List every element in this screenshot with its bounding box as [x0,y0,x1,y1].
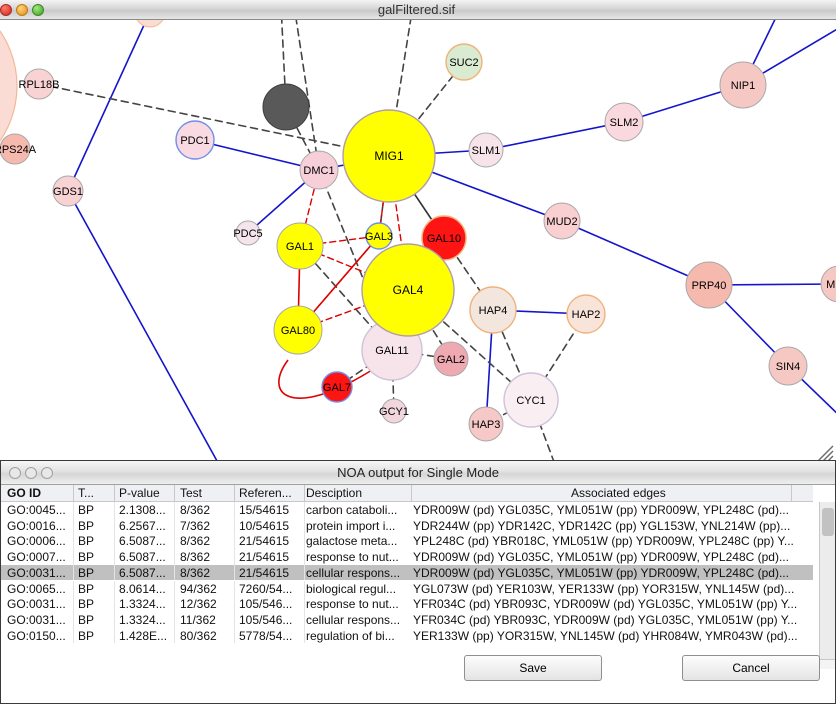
svg-text:GAL2: GAL2 [437,354,465,366]
svg-text:SIN4: SIN4 [776,361,800,373]
svg-text:HAP4: HAP4 [479,305,508,317]
svg-text:HAP3: HAP3 [472,419,501,431]
svg-text:GAL10: GAL10 [427,233,461,245]
svg-text:PDC5: PDC5 [233,228,262,240]
svg-text:GDS1: GDS1 [53,186,83,198]
svg-text:GAL4: GAL4 [393,283,424,297]
svg-text:PDC1: PDC1 [180,135,209,147]
svg-text:PRP40: PRP40 [692,280,727,292]
svg-text:MSI1: MSI1 [826,279,836,291]
svg-text:GAL80: GAL80 [281,325,315,337]
svg-text:MIG1: MIG1 [374,149,404,163]
svg-text:GAL1: GAL1 [286,241,314,253]
svg-text:CYC1: CYC1 [516,395,545,407]
svg-text:MUD2: MUD2 [546,216,577,228]
svg-text:NIP1: NIP1 [731,80,755,92]
svg-text:RPL18B: RPL18B [19,79,60,91]
svg-text:HAP2: HAP2 [572,309,601,321]
svg-text:GAL7: GAL7 [323,382,351,394]
svg-text:GAL11: GAL11 [375,345,408,357]
svg-text:SUC2: SUC2 [449,57,478,69]
svg-text:GCY1: GCY1 [379,406,409,418]
svg-text:RPS24A: RPS24A [0,144,37,156]
svg-text:DMC1: DMC1 [303,165,334,177]
svg-text:SLM1: SLM1 [472,145,501,157]
svg-text:GAL3: GAL3 [365,231,393,243]
svg-text:SLM2: SLM2 [610,117,639,129]
